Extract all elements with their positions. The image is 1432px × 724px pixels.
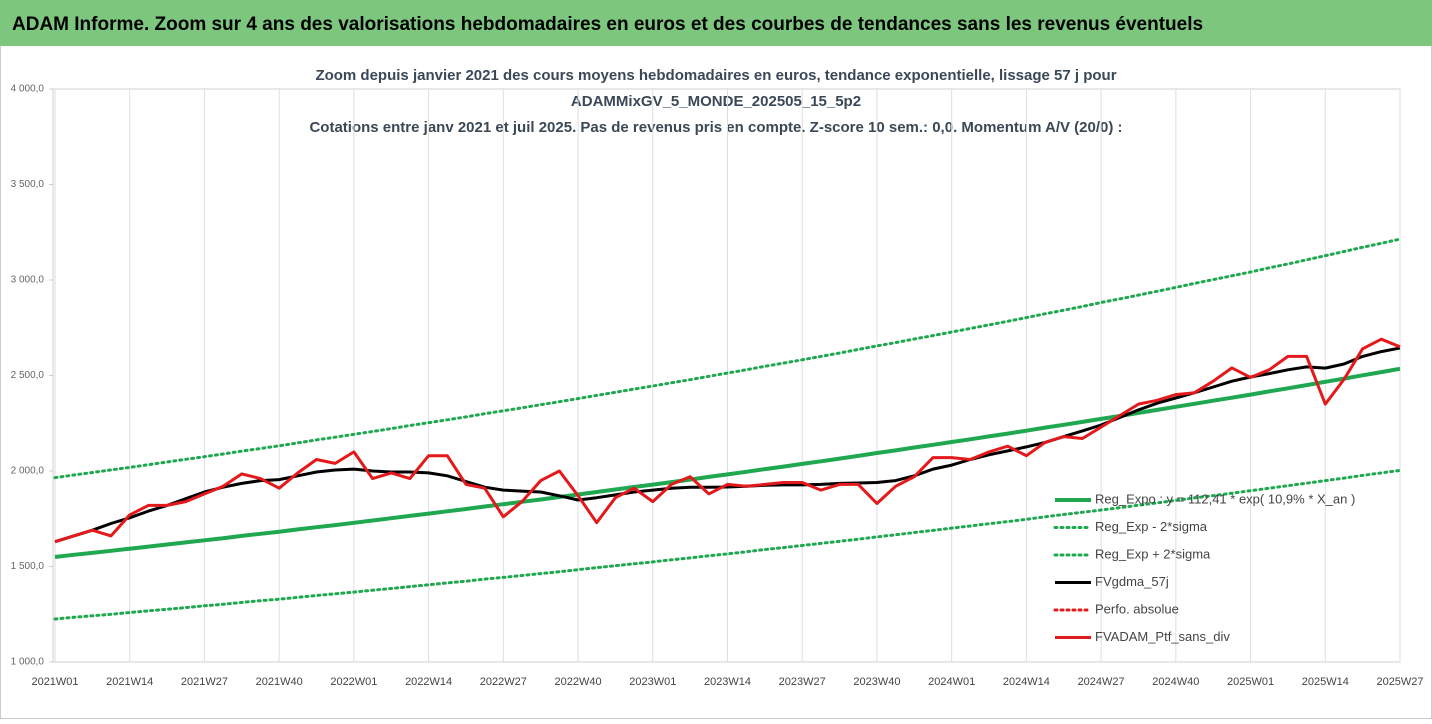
y-tick-label: 4 000,0: [11, 84, 45, 95]
series-line: [54, 366, 1401, 559]
legend-label: Reg_Expo : y = 112,41 * exp( 10,9% * X_a…: [1095, 491, 1355, 506]
x-tick-label: 2021W14: [106, 676, 153, 688]
x-tick-label: 2022W27: [480, 676, 527, 688]
y-tick-label: 1 000,0: [11, 657, 45, 668]
y-tick-label: 2 500,0: [11, 370, 45, 381]
x-tick-label: 2023W14: [704, 676, 751, 688]
legend-label: FVADAM_Ptf_sans_div: [1095, 629, 1230, 644]
x-tick-label: 2023W01: [629, 676, 676, 688]
x-tick-label: 2022W01: [330, 676, 377, 688]
x-tick-label: 2021W27: [181, 676, 228, 688]
x-tick-label: 2024W40: [1152, 676, 1199, 688]
x-tick-label: 2024W01: [928, 676, 975, 688]
y-tick-label: 3 000,0: [11, 275, 45, 286]
legend-label: Reg_Exp + 2*sigma: [1095, 546, 1211, 561]
chart-title: Zoom depuis janvier 2021 des cours moyen…: [315, 67, 1116, 84]
legend-label: Perfo. absolue: [1095, 601, 1179, 616]
x-tick-label: 2021W40: [256, 676, 303, 688]
series-line: [53, 237, 1402, 480]
x-tick-label: 2022W40: [555, 676, 602, 688]
chart-title: Cotations entre janv 2021 et juil 2025. …: [309, 119, 1122, 136]
y-tick-label: 2 000,0: [11, 466, 45, 477]
header-title: ADAM Informe. Zoom sur 4 ans des valoris…: [12, 14, 1203, 35]
x-tick-label: 2024W27: [1078, 676, 1125, 688]
x-tick-label: 2022W14: [405, 676, 452, 688]
x-tick-label: 2021W01: [31, 676, 78, 688]
series-line: [53, 468, 1402, 621]
legend-label: FVgdma_57j: [1095, 574, 1169, 589]
x-tick-label: 2025W14: [1302, 676, 1349, 688]
x-tick-label: 2025W01: [1227, 676, 1274, 688]
x-tick-label: 2023W27: [779, 676, 826, 688]
header-bar: [0, 0, 1432, 46]
y-tick-label: 3 500,0: [11, 179, 45, 190]
x-tick-label: 2023W40: [853, 676, 900, 688]
chart-title: ADAMMixGV_5_MONDE_202505_15_5p2: [571, 93, 861, 110]
series-line: [54, 337, 1401, 544]
y-tick-label: 1 500,0: [11, 561, 45, 572]
legend-label: Reg_Exp - 2*sigma: [1095, 519, 1208, 534]
x-tick-label: 2024W14: [1003, 676, 1050, 688]
series-line: [54, 346, 1401, 544]
x-tick-label: 2025W27: [1376, 676, 1423, 688]
